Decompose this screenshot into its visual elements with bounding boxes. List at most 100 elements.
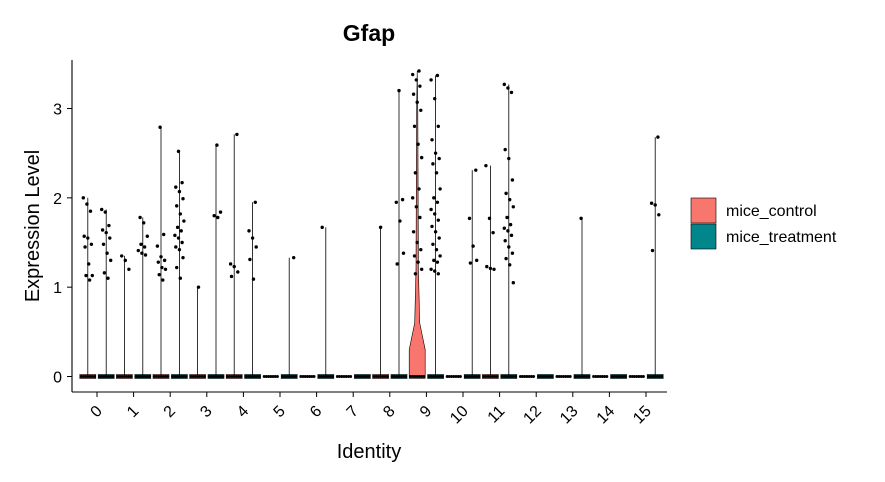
- data-point: [88, 209, 93, 213]
- data-point: [429, 207, 433, 212]
- zero-point: [226, 375, 230, 378]
- data-point: [429, 267, 433, 271]
- zero-point: [234, 375, 238, 378]
- data-point: [504, 191, 508, 196]
- jitter-points-layer: [79, 69, 664, 378]
- zero-point: [617, 375, 621, 378]
- data-point: [320, 225, 324, 230]
- zero-point: [338, 375, 342, 378]
- x-tick-label: 12: [520, 403, 545, 428]
- zero-point: [399, 375, 403, 378]
- data-point: [81, 196, 86, 200]
- data-point: [435, 200, 440, 204]
- data-point: [653, 203, 657, 207]
- zero-point: [246, 375, 250, 378]
- zero-point: [495, 375, 499, 378]
- data-point: [412, 254, 417, 258]
- data-point: [101, 242, 106, 246]
- data-point: [139, 242, 143, 246]
- data-point: [508, 222, 513, 227]
- data-point: [236, 270, 240, 274]
- zero-point: [431, 375, 435, 378]
- x-tick-label: 2: [161, 403, 179, 421]
- zero-point: [118, 375, 122, 378]
- data-point: [429, 78, 433, 82]
- zero-point: [139, 375, 143, 378]
- zero-point: [147, 375, 151, 378]
- data-point: [212, 214, 216, 218]
- data-point: [436, 272, 440, 276]
- zero-point: [322, 375, 326, 378]
- zero-point: [440, 375, 444, 378]
- zero-point: [559, 375, 563, 378]
- data-point: [412, 124, 417, 129]
- zero-point: [134, 375, 138, 378]
- data-point: [506, 229, 510, 233]
- zero-point: [537, 375, 541, 378]
- zero-point: [218, 375, 222, 378]
- zero-point: [397, 375, 401, 378]
- data-point: [179, 229, 183, 233]
- zero-point: [445, 375, 449, 378]
- zero-point: [301, 375, 305, 378]
- data-point: [378, 225, 383, 230]
- x-ticks: 0 1 2 3 4 5 6 7 8 9 10 11 12 13 14 15: [88, 392, 655, 427]
- legend-key-mice-treatment: [690, 223, 717, 250]
- data-point: [174, 185, 178, 189]
- data-point: [650, 248, 655, 253]
- data-point: [507, 245, 511, 249]
- data-point: [438, 254, 442, 258]
- data-point: [413, 272, 418, 276]
- data-point: [215, 143, 219, 147]
- x-tick-label: 9: [417, 403, 435, 421]
- zero-point: [422, 375, 426, 378]
- zero-point: [248, 375, 252, 378]
- zero-point: [637, 375, 641, 378]
- data-point: [142, 245, 147, 249]
- zero-point: [493, 375, 497, 378]
- data-point: [484, 163, 488, 168]
- data-point: [418, 215, 422, 220]
- zero-point: [317, 375, 321, 378]
- data-point: [107, 223, 111, 228]
- data-point: [432, 258, 436, 263]
- y-axis-title: Expression Level: [22, 150, 44, 302]
- data-point: [100, 228, 105, 232]
- zero-point: [283, 375, 287, 378]
- data-point: [416, 260, 420, 264]
- zero-point: [381, 375, 385, 378]
- data-point: [145, 234, 149, 238]
- data-point: [509, 90, 514, 95]
- data-point: [475, 258, 479, 263]
- x-tick-label: 4: [234, 403, 252, 421]
- zero-point: [143, 375, 147, 378]
- zero-point: [365, 375, 369, 378]
- data-point: [218, 210, 223, 214]
- zero-point: [90, 375, 94, 378]
- data-point: [175, 265, 179, 270]
- zero-point: [251, 375, 255, 378]
- x-tick-label: 15: [630, 403, 655, 428]
- zero-point: [141, 375, 145, 378]
- zero-point: [641, 375, 645, 378]
- zero-point: [438, 375, 442, 378]
- data-point: [503, 147, 507, 152]
- axes-layer: [71, 60, 667, 393]
- zero-point: [376, 375, 380, 378]
- zero-point: [354, 375, 358, 378]
- data-point: [159, 255, 163, 259]
- data-point: [397, 88, 401, 93]
- zero-point: [429, 375, 433, 378]
- zero-point: [454, 375, 458, 378]
- zero-point: [580, 375, 584, 378]
- data-point: [127, 267, 131, 271]
- zero-point: [326, 375, 330, 378]
- zero-point: [129, 375, 133, 378]
- zero-point: [610, 375, 614, 378]
- data-point: [180, 240, 184, 245]
- zero-point: [614, 375, 618, 378]
- data-point: [254, 245, 258, 249]
- zero-point: [342, 375, 346, 378]
- zero-point: [264, 375, 268, 378]
- data-point: [474, 168, 478, 172]
